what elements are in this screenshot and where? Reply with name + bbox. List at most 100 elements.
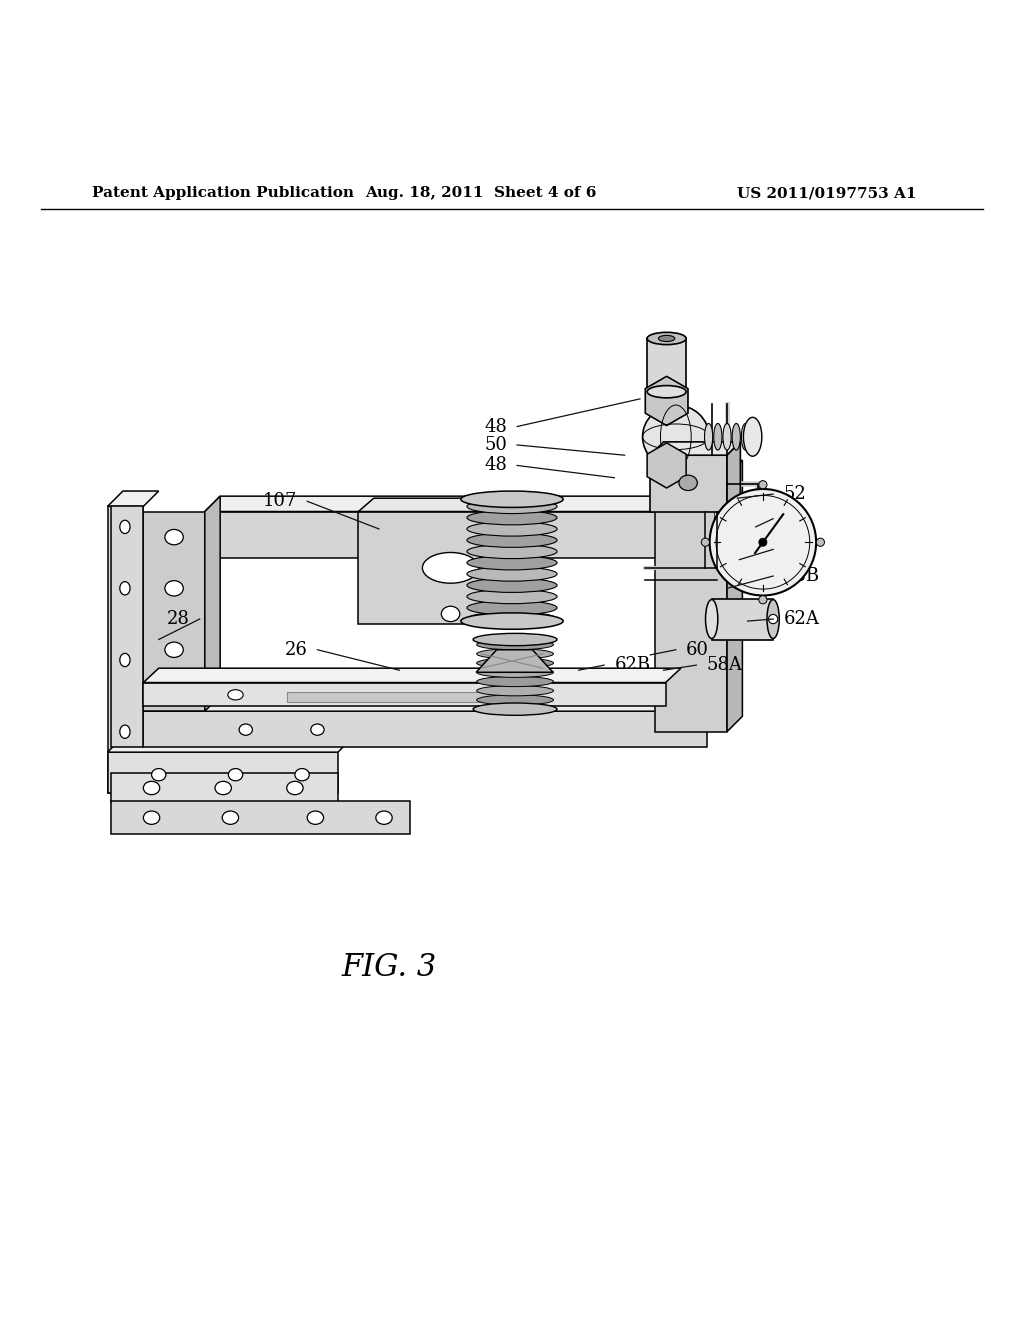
Ellipse shape bbox=[473, 634, 557, 645]
Polygon shape bbox=[655, 475, 727, 731]
Text: 107: 107 bbox=[262, 492, 297, 511]
Ellipse shape bbox=[215, 781, 231, 795]
Text: US 2011/0197753 A1: US 2011/0197753 A1 bbox=[737, 186, 916, 201]
Text: 52: 52 bbox=[783, 486, 806, 503]
Polygon shape bbox=[108, 491, 159, 507]
Ellipse shape bbox=[759, 480, 767, 488]
Ellipse shape bbox=[152, 768, 166, 781]
Text: 48: 48 bbox=[484, 417, 507, 436]
Polygon shape bbox=[650, 442, 740, 455]
Text: 50: 50 bbox=[484, 436, 507, 454]
Polygon shape bbox=[667, 388, 688, 413]
Ellipse shape bbox=[120, 725, 130, 738]
Text: 54: 54 bbox=[783, 510, 806, 528]
Bar bbox=[712, 598, 773, 639]
Ellipse shape bbox=[239, 723, 252, 735]
Ellipse shape bbox=[679, 475, 697, 491]
Bar bbox=[647, 338, 686, 392]
Ellipse shape bbox=[143, 781, 160, 795]
Ellipse shape bbox=[467, 601, 557, 615]
Ellipse shape bbox=[816, 539, 824, 546]
Ellipse shape bbox=[477, 639, 553, 649]
Polygon shape bbox=[715, 512, 739, 568]
Ellipse shape bbox=[647, 333, 686, 345]
Polygon shape bbox=[143, 512, 205, 711]
Text: 60: 60 bbox=[686, 640, 709, 659]
Ellipse shape bbox=[467, 578, 557, 593]
Ellipse shape bbox=[467, 521, 557, 536]
Ellipse shape bbox=[467, 589, 557, 603]
Polygon shape bbox=[650, 455, 727, 512]
Polygon shape bbox=[205, 496, 691, 512]
Ellipse shape bbox=[165, 642, 183, 657]
Polygon shape bbox=[111, 507, 143, 747]
Polygon shape bbox=[358, 512, 543, 624]
Ellipse shape bbox=[759, 595, 767, 603]
Ellipse shape bbox=[658, 335, 675, 342]
Ellipse shape bbox=[227, 689, 244, 700]
Polygon shape bbox=[647, 444, 686, 488]
Ellipse shape bbox=[706, 599, 718, 639]
Polygon shape bbox=[111, 801, 410, 834]
Ellipse shape bbox=[311, 723, 324, 735]
Ellipse shape bbox=[376, 810, 392, 825]
Ellipse shape bbox=[768, 614, 778, 623]
Polygon shape bbox=[645, 376, 667, 401]
Polygon shape bbox=[108, 507, 143, 793]
Polygon shape bbox=[727, 461, 742, 731]
Ellipse shape bbox=[295, 768, 309, 781]
Polygon shape bbox=[667, 376, 688, 401]
Ellipse shape bbox=[422, 553, 479, 583]
Ellipse shape bbox=[461, 612, 563, 630]
Bar bbox=[287, 692, 492, 702]
Text: 58A: 58A bbox=[707, 656, 742, 675]
Text: 62A: 62A bbox=[783, 610, 819, 628]
Polygon shape bbox=[143, 696, 722, 711]
Ellipse shape bbox=[467, 566, 557, 581]
Polygon shape bbox=[645, 376, 688, 425]
Text: FIG. 3: FIG. 3 bbox=[341, 952, 437, 982]
Ellipse shape bbox=[714, 424, 722, 450]
Polygon shape bbox=[727, 442, 740, 512]
Polygon shape bbox=[358, 498, 558, 512]
Polygon shape bbox=[205, 496, 220, 711]
Polygon shape bbox=[143, 682, 666, 706]
Ellipse shape bbox=[467, 499, 557, 513]
Ellipse shape bbox=[759, 539, 767, 546]
Text: 58B: 58B bbox=[783, 568, 819, 585]
Ellipse shape bbox=[743, 417, 762, 457]
Ellipse shape bbox=[120, 653, 130, 667]
Polygon shape bbox=[111, 772, 338, 804]
Ellipse shape bbox=[307, 810, 324, 825]
Text: 28: 28 bbox=[167, 610, 189, 628]
Ellipse shape bbox=[287, 781, 303, 795]
Ellipse shape bbox=[120, 520, 130, 533]
Polygon shape bbox=[143, 711, 707, 747]
Polygon shape bbox=[645, 401, 667, 425]
Polygon shape bbox=[645, 388, 667, 413]
Ellipse shape bbox=[467, 556, 557, 570]
Ellipse shape bbox=[473, 704, 557, 715]
Ellipse shape bbox=[741, 424, 750, 450]
Polygon shape bbox=[108, 737, 353, 752]
Ellipse shape bbox=[710, 488, 816, 595]
Ellipse shape bbox=[222, 810, 239, 825]
Polygon shape bbox=[476, 649, 553, 672]
Text: Patent Application Publication: Patent Application Publication bbox=[92, 186, 354, 201]
Ellipse shape bbox=[228, 768, 243, 781]
Ellipse shape bbox=[467, 533, 557, 548]
Polygon shape bbox=[143, 668, 681, 682]
Ellipse shape bbox=[732, 424, 740, 450]
Ellipse shape bbox=[513, 560, 531, 576]
Ellipse shape bbox=[461, 491, 563, 507]
Polygon shape bbox=[205, 512, 676, 557]
Ellipse shape bbox=[647, 385, 686, 397]
Ellipse shape bbox=[477, 685, 553, 696]
Ellipse shape bbox=[477, 657, 553, 668]
Polygon shape bbox=[667, 401, 688, 425]
Ellipse shape bbox=[467, 511, 557, 525]
Text: 48: 48 bbox=[484, 457, 507, 474]
Ellipse shape bbox=[477, 694, 553, 705]
Ellipse shape bbox=[643, 405, 709, 469]
Ellipse shape bbox=[120, 582, 130, 595]
